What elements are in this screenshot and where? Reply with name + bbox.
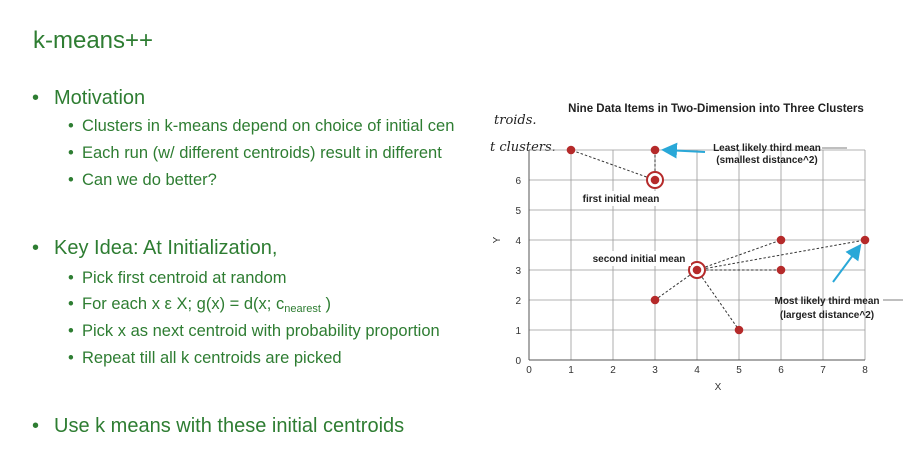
x-tick-label: 0 xyxy=(526,365,532,376)
bullet-pick-first: • Pick first centroid at random xyxy=(68,269,287,288)
data-point xyxy=(776,265,786,275)
label-background xyxy=(587,251,691,266)
x-tick-label: 7 xyxy=(820,365,826,376)
bullet-dot: • xyxy=(68,349,74,367)
data-point xyxy=(650,175,660,185)
bullet-text-pre: For each x ε X; g(x) = d(x; c xyxy=(82,295,285,313)
bullet-dot: • xyxy=(32,415,40,437)
y-tick-label: 2 xyxy=(515,296,521,307)
annotation-most-line1: Most likely third mean xyxy=(774,296,879,307)
annotation-least-line1: Least likely third mean xyxy=(713,143,821,154)
annotation-arrow xyxy=(832,243,862,283)
initial-mean-ring xyxy=(688,261,706,279)
x-tick-label: 1 xyxy=(568,365,574,376)
bullet-text: Clusters in k-means depend on choice of … xyxy=(82,117,455,135)
handwritten-centroids: troids. xyxy=(494,113,537,128)
x-tick-label: 6 xyxy=(778,365,784,376)
bullet-text: Use k means with these initial centroids xyxy=(54,415,405,437)
handwritten-clusters: t clusters. xyxy=(490,140,556,155)
bullet-text: Motivation xyxy=(54,87,146,109)
bullet-dot: • xyxy=(68,322,74,340)
bullet-dot: • xyxy=(68,269,74,287)
x-tick-label: 4 xyxy=(694,365,700,376)
bullet-repeat: • Repeat till all k centroids are picked xyxy=(68,349,342,368)
bullet-text: Pick x as next centroid with probability… xyxy=(82,322,440,340)
bullet-text: Each run (w/ different centroids) result… xyxy=(82,144,442,162)
annotation-arrow xyxy=(661,142,706,159)
distance-line xyxy=(696,239,866,271)
bullet-text: Key Idea: At Initialization, xyxy=(54,237,278,259)
bullet-dot: • xyxy=(32,237,40,259)
subscript-nearest: nearest xyxy=(284,303,321,315)
x-tick-label: 5 xyxy=(736,365,742,376)
bullet-text: Can we do better? xyxy=(82,171,217,189)
x-tick-label: 8 xyxy=(862,365,868,376)
bullet-dot: • xyxy=(68,144,74,162)
label-background xyxy=(577,191,665,206)
bullet-text: Repeat till all k centroids are picked xyxy=(82,349,342,367)
data-point xyxy=(692,265,702,275)
bullet-each-run: • Each run (w/ different centroids) resul… xyxy=(68,144,442,163)
bullet-key-idea: • Key Idea: At Initialization, xyxy=(32,237,277,260)
chart-title: Nine Data Items in Two-Dimension into Th… xyxy=(568,103,864,115)
bullet-do-better: • Can we do better? xyxy=(68,171,217,190)
data-point xyxy=(650,145,660,155)
bullet-text-post: ) xyxy=(320,295,332,313)
second-mean-label: second initial mean xyxy=(593,254,686,265)
bullet-dot: • xyxy=(68,171,74,189)
bullet-use-kmeans: • Use k means with these initial centroid… xyxy=(32,415,404,438)
slide-title: k-means++ xyxy=(33,27,154,54)
distance-line xyxy=(696,269,740,331)
annotation-least-line2: (smallest distance^2) xyxy=(716,155,817,166)
annotation-most-line2: (largest distance^2) xyxy=(780,310,874,321)
y-tick-label: 3 xyxy=(515,266,521,277)
bullet-dot: • xyxy=(32,87,40,109)
data-point xyxy=(734,325,744,335)
bullet-pick-next: • Pick x as next centroid with probabilit… xyxy=(68,322,440,341)
data-point xyxy=(566,145,576,155)
bullet-dot: • xyxy=(68,117,74,135)
distance-line xyxy=(570,149,656,181)
data-point xyxy=(776,235,786,245)
y-tick-label: 6 xyxy=(515,176,521,187)
x-tick-label: 3 xyxy=(652,365,658,376)
bullet-for-each-x: • For each x ε X; g(x) = d(x; cnearest ) xyxy=(68,295,331,315)
y-tick-label: 4 xyxy=(515,236,521,247)
bullet-text: Pick first centroid at random xyxy=(82,269,287,287)
bullet-clusters-depend: • Clusters in k-means depend on choice of… xyxy=(68,117,454,136)
x-axis-label: X xyxy=(715,382,722,393)
y-axis-label: Y xyxy=(492,236,503,243)
distance-line xyxy=(654,269,698,301)
data-point xyxy=(650,295,660,305)
initial-mean-ring xyxy=(646,171,664,189)
y-tick-label: 0 xyxy=(515,356,521,367)
first-mean-label: first initial mean xyxy=(583,194,660,205)
y-tick-label: 1 xyxy=(515,326,521,337)
bullet-motivation: • Motivation xyxy=(32,87,145,110)
y-tick-label: 5 xyxy=(515,206,521,217)
bullet-dot: • xyxy=(68,295,74,313)
x-tick-label: 2 xyxy=(610,365,616,376)
data-point xyxy=(860,235,870,245)
distance-line xyxy=(696,239,782,271)
